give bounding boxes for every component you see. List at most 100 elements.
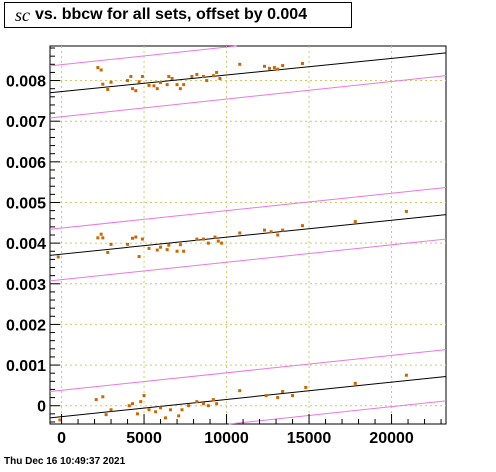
data-point [353,381,357,385]
data-point [276,67,280,71]
data-point [215,70,219,74]
fit-line [49,375,447,419]
data-point [106,87,110,91]
data-point [137,255,141,259]
x-tick-label: 5000 [126,430,162,447]
data-point [213,235,217,239]
data-point [126,242,130,246]
chart-title: sc vs. bbcw for all sets, offset by 0.00… [4,2,352,28]
x-tick-label: 15000 [287,430,332,447]
data-point [109,242,113,246]
band-line [49,186,447,230]
data-point [140,74,144,78]
y-tick-label: 0.005 [6,195,46,212]
data-point [276,396,280,400]
timestamp: Thu Dec 16 10:49:37 2021 [4,456,126,467]
band-lines [49,45,447,425]
data-point [127,404,131,408]
data-point [175,249,179,253]
title-variable: sc [15,4,30,25]
fit-line [49,214,447,256]
data-point [159,245,163,249]
data-point [165,248,169,252]
data-point [211,74,215,78]
data-point [190,74,194,78]
y-tick-label: 0.006 [6,155,46,172]
x-tick-label: 0 [57,430,66,447]
data-point [263,64,266,68]
data-point [129,74,133,78]
y-tick-label: 0.002 [6,317,46,334]
data-point [281,64,285,68]
y-tick-label: 0.008 [6,74,46,91]
data-point [263,228,266,232]
y-tick-label: 0.001 [6,358,46,375]
data-point [353,220,357,224]
data-point [147,408,151,412]
data-point [404,209,408,213]
data-point [195,72,199,76]
data-point [206,241,210,245]
data-point [131,402,134,406]
data-point [109,408,113,412]
y-tick-label: 0 [37,399,46,416]
grid-layer [50,46,446,424]
y-tick-label: 0.004 [6,236,46,253]
data-point [142,394,146,398]
data-point [281,228,285,232]
title-text: vs. bbcw for all sets, offset by 0.004 [35,6,308,23]
data-point [96,236,100,240]
data-point [238,389,242,393]
data-point [104,413,108,417]
data-point [147,83,151,87]
data-point [106,250,110,254]
data-point [177,414,181,418]
data-point [300,61,304,65]
y-tick-label: 0.007 [6,114,46,131]
data-point [267,66,271,70]
y-tick-label: 0.003 [6,277,46,294]
data-point [164,416,167,420]
fit-line [49,52,447,94]
data-point [126,79,130,83]
data-point [155,248,159,252]
data-point [211,398,215,402]
data-point [220,241,224,245]
data-point [131,236,134,240]
data-point [304,385,308,389]
data-point [96,66,100,70]
band-line [49,349,447,392]
data-point [195,237,199,241]
data-point [170,77,174,81]
data-point [201,237,205,241]
data-point [206,404,210,408]
data-point [291,394,295,398]
data-point [238,62,242,66]
data-point [101,82,105,86]
data-point [58,418,62,422]
data-point [134,235,138,239]
data-point [276,233,280,237]
data-point [131,87,134,91]
data-point [216,239,220,243]
axes: 0 5000 10000 15000 20000 0 0.001 0.002 0.003 0.00… [6,47,442,447]
data-point [178,243,182,247]
data-point [182,83,186,87]
data-point [205,79,209,83]
data-point [139,400,143,404]
data-point [109,80,113,84]
data-point [218,77,222,81]
data-point [404,373,408,377]
data-point [165,83,169,87]
data-point [167,74,171,78]
data-point [195,400,199,404]
data-point [140,237,144,241]
data-point [101,236,105,240]
data-point [201,74,205,78]
data-point [201,402,205,406]
data-point [94,398,98,402]
data-point [147,246,151,250]
data-point [99,68,103,72]
data-point [178,87,182,91]
